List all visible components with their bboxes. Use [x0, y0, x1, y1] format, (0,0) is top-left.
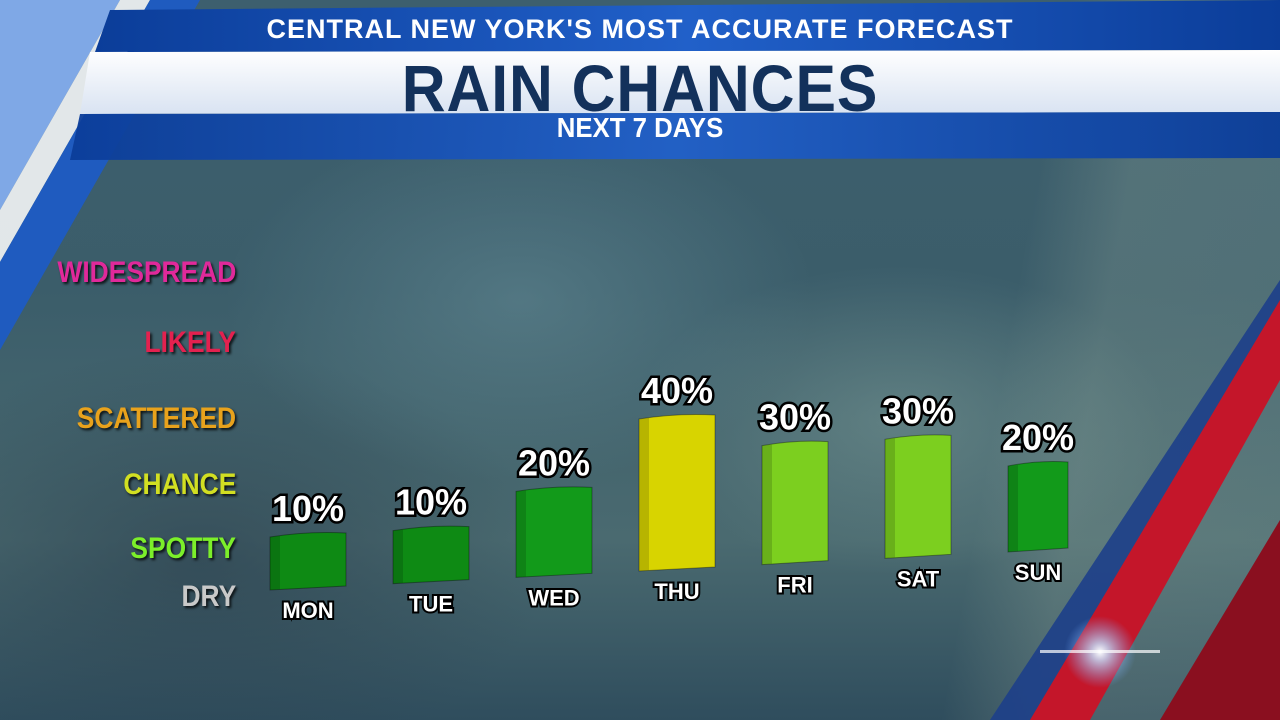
- day-label-mon: MON: [282, 598, 333, 623]
- bar-group-fri: 30% FRI: [756, 394, 833, 600]
- bar-group-wed: 20% WED: [515, 440, 593, 612]
- day-label-wed: WED: [528, 585, 579, 610]
- bar-tue: [392, 525, 470, 585]
- bar-fri: [761, 440, 829, 566]
- value-label-sun: 20%: [1002, 417, 1074, 458]
- y-label-spotty: SPOTTY: [130, 532, 236, 565]
- bar-shade-sun: [1008, 465, 1018, 552]
- bar-sat: [884, 434, 952, 559]
- y-label-chance: CHANCE: [123, 468, 236, 501]
- bar-group-mon: 10% MON: [269, 486, 347, 626]
- y-label-likely: LIKELY: [144, 326, 236, 359]
- day-label-thu: THU: [654, 579, 699, 604]
- day-label-tue: TUE: [409, 592, 453, 617]
- bar-shade-fri: [762, 444, 772, 565]
- top-tagline: CENTRAL NEW YORK'S MOST ACCURATE FORECAS…: [266, 14, 1014, 44]
- bar-wed: [515, 486, 593, 578]
- value-label-thu: 40%: [641, 370, 713, 411]
- bar-shade-sat: [885, 438, 895, 559]
- day-label-sun: SUN: [1015, 560, 1061, 585]
- bar-sun: [1007, 461, 1069, 553]
- bar-thu: [638, 414, 716, 572]
- day-label-fri: FRI: [777, 573, 812, 598]
- bar-group-sat: 30% SAT: [879, 388, 956, 593]
- value-label-fri: 30%: [759, 397, 831, 438]
- bar-shade-thu: [639, 418, 649, 571]
- value-label-sat: 30%: [882, 390, 954, 431]
- bar-group-tue: 10% TUE: [392, 479, 470, 619]
- day-label-sat: SAT: [897, 566, 940, 591]
- value-label-tue: 10%: [395, 482, 467, 523]
- page-subtitle: NEXT 7 DAYS: [556, 112, 724, 143]
- bar-mon: [269, 532, 347, 591]
- bar-group-sun: 20% SUN: [999, 415, 1076, 588]
- value-label-mon: 10%: [272, 488, 344, 529]
- bar-shade-tue: [393, 529, 403, 584]
- bar-shade-wed: [516, 490, 526, 578]
- y-label-dry: DRY: [181, 580, 236, 613]
- y-label-scattered: SCATTERED: [76, 402, 236, 435]
- bar-shade-mon: [270, 536, 280, 590]
- value-label-wed: 20%: [518, 442, 590, 483]
- bar-group-thu: 40% THU: [638, 368, 716, 607]
- y-label-widespread: WIDESPREAD: [57, 256, 236, 289]
- page-title: RAIN CHANCES: [401, 51, 879, 125]
